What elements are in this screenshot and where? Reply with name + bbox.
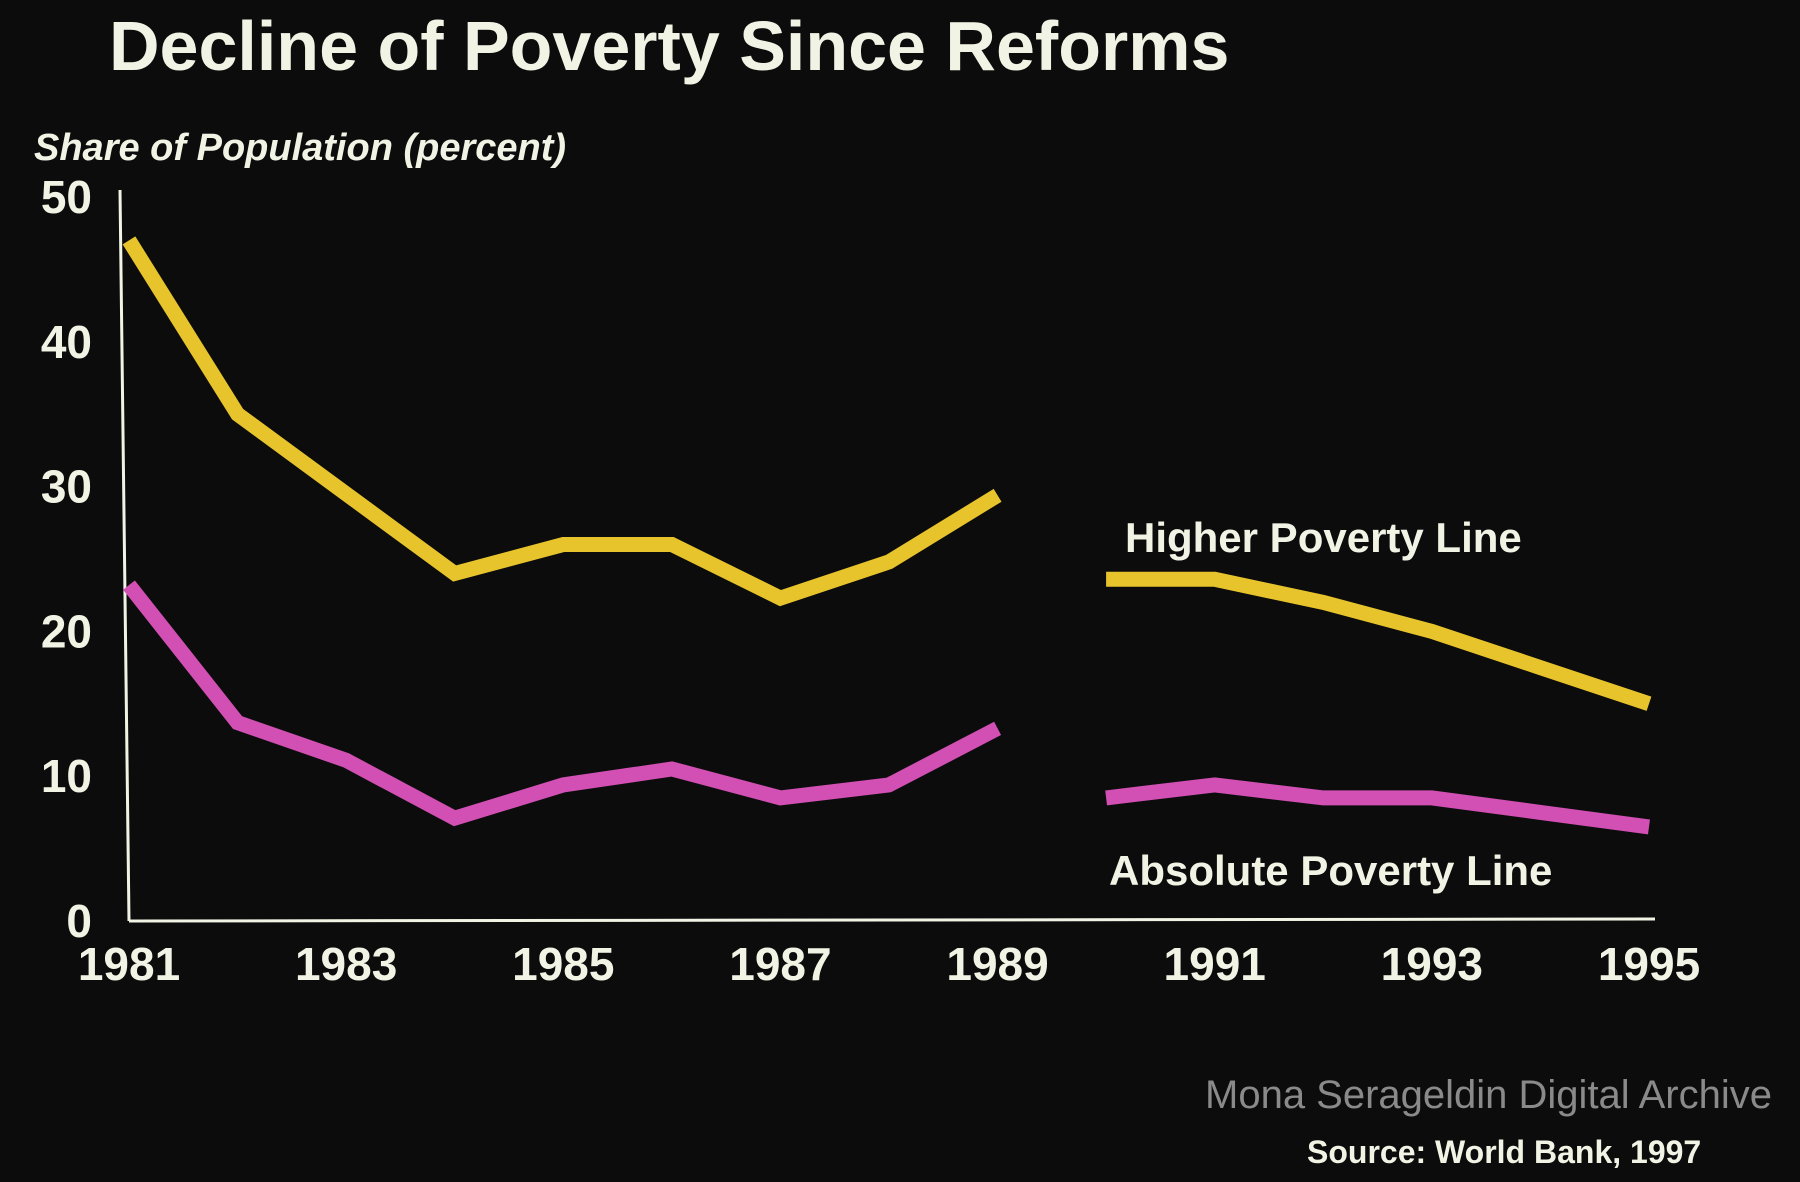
series-line-absolute-segment <box>123 580 1002 827</box>
watermark: Mona Serageldin Digital Archive <box>1205 1073 1772 1117</box>
chart-title: Decline of Poverty Since Reforms <box>109 7 1229 85</box>
y-tick-label: 30 <box>41 461 92 513</box>
series-line-absolute-segment <box>1105 777 1650 835</box>
x-tick-label: 1983 <box>295 938 397 990</box>
y-tick-label: 40 <box>41 316 92 368</box>
x-tick-label: 1991 <box>1164 938 1266 990</box>
y-tick-label: 0 <box>66 895 92 947</box>
y-axis-label: Share of Population (percent) <box>34 127 566 169</box>
x-axis-line <box>128 917 1656 923</box>
x-tick-label: 1995 <box>1598 938 1700 990</box>
y-tick-label: 10 <box>41 750 92 802</box>
source-note: Source: World Bank, 1997 <box>1307 1134 1701 1170</box>
x-tick-label: 1993 <box>1381 938 1483 990</box>
y-tick-label: 20 <box>41 605 92 657</box>
x-tick-label: 1981 <box>78 938 180 990</box>
series-label-higher: Higher Poverty Line <box>1125 514 1522 561</box>
y-tick-label: 50 <box>41 171 92 223</box>
x-tick-label: 1989 <box>946 938 1048 990</box>
series-line-higher-segment <box>122 236 1002 607</box>
x-tick-label: 1985 <box>512 938 614 990</box>
series-label-absolute: Absolute Poverty Line <box>1109 847 1552 894</box>
series-line-higher-segment <box>1106 571 1652 711</box>
x-tick-label: 1987 <box>729 938 831 990</box>
y-axis-line <box>118 189 131 922</box>
